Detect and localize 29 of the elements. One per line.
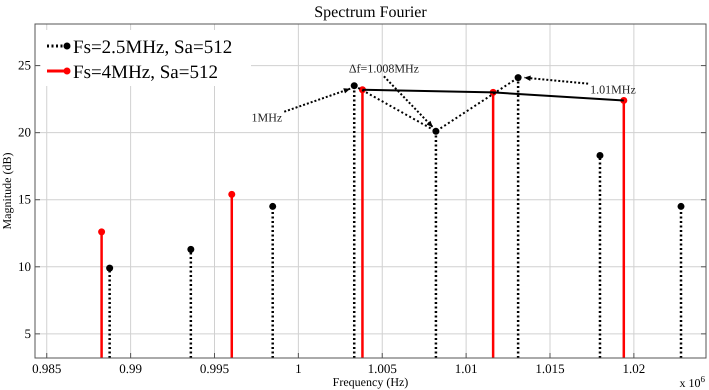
text: x 10$^{6}$ — [680, 374, 706, 390]
annotation: 1MHz — [252, 110, 282, 125]
point — [596, 152, 604, 159]
point — [106, 264, 114, 272]
x-tick-label: 0.99 — [119, 361, 142, 376]
y-tick-label: 20 — [18, 124, 31, 140]
y-tick-label: 25 — [18, 58, 31, 73]
x-tick-label: 1.015 — [535, 361, 565, 376]
point — [98, 228, 106, 236]
chart-title: Spectrum Fourier — [314, 4, 428, 21]
x-tick-label: 1 — [295, 361, 302, 376]
x-tick-label: 1.005 — [368, 361, 397, 376]
x-axis-title: Frequency (Hz) — [332, 375, 408, 389]
annotation: 1.01MHz — [590, 82, 636, 97]
x-tick-label: 0.995 — [200, 361, 230, 376]
point — [228, 190, 236, 198]
x-tick-label: 0.985 — [32, 361, 62, 376]
point — [269, 202, 276, 210]
point — [187, 246, 194, 253]
x-tick-label: 1.02 — [622, 361, 646, 376]
point — [678, 202, 685, 210]
annotation: Δf=1.008MHz — [348, 61, 419, 76]
legend-label: Fs=4MHz, Sa=512 — [73, 62, 218, 83]
x-tick-label: 1.01 — [454, 361, 478, 376]
legend-label: Fs=2.5MHz, Sa=512 — [73, 37, 232, 58]
y-axis-title: Magnitude (dB) — [0, 152, 14, 230]
y-tick-label: 15 — [18, 192, 31, 207]
y-tick-label: 10 — [18, 258, 31, 274]
y-tick-label: 5 — [24, 326, 31, 341]
